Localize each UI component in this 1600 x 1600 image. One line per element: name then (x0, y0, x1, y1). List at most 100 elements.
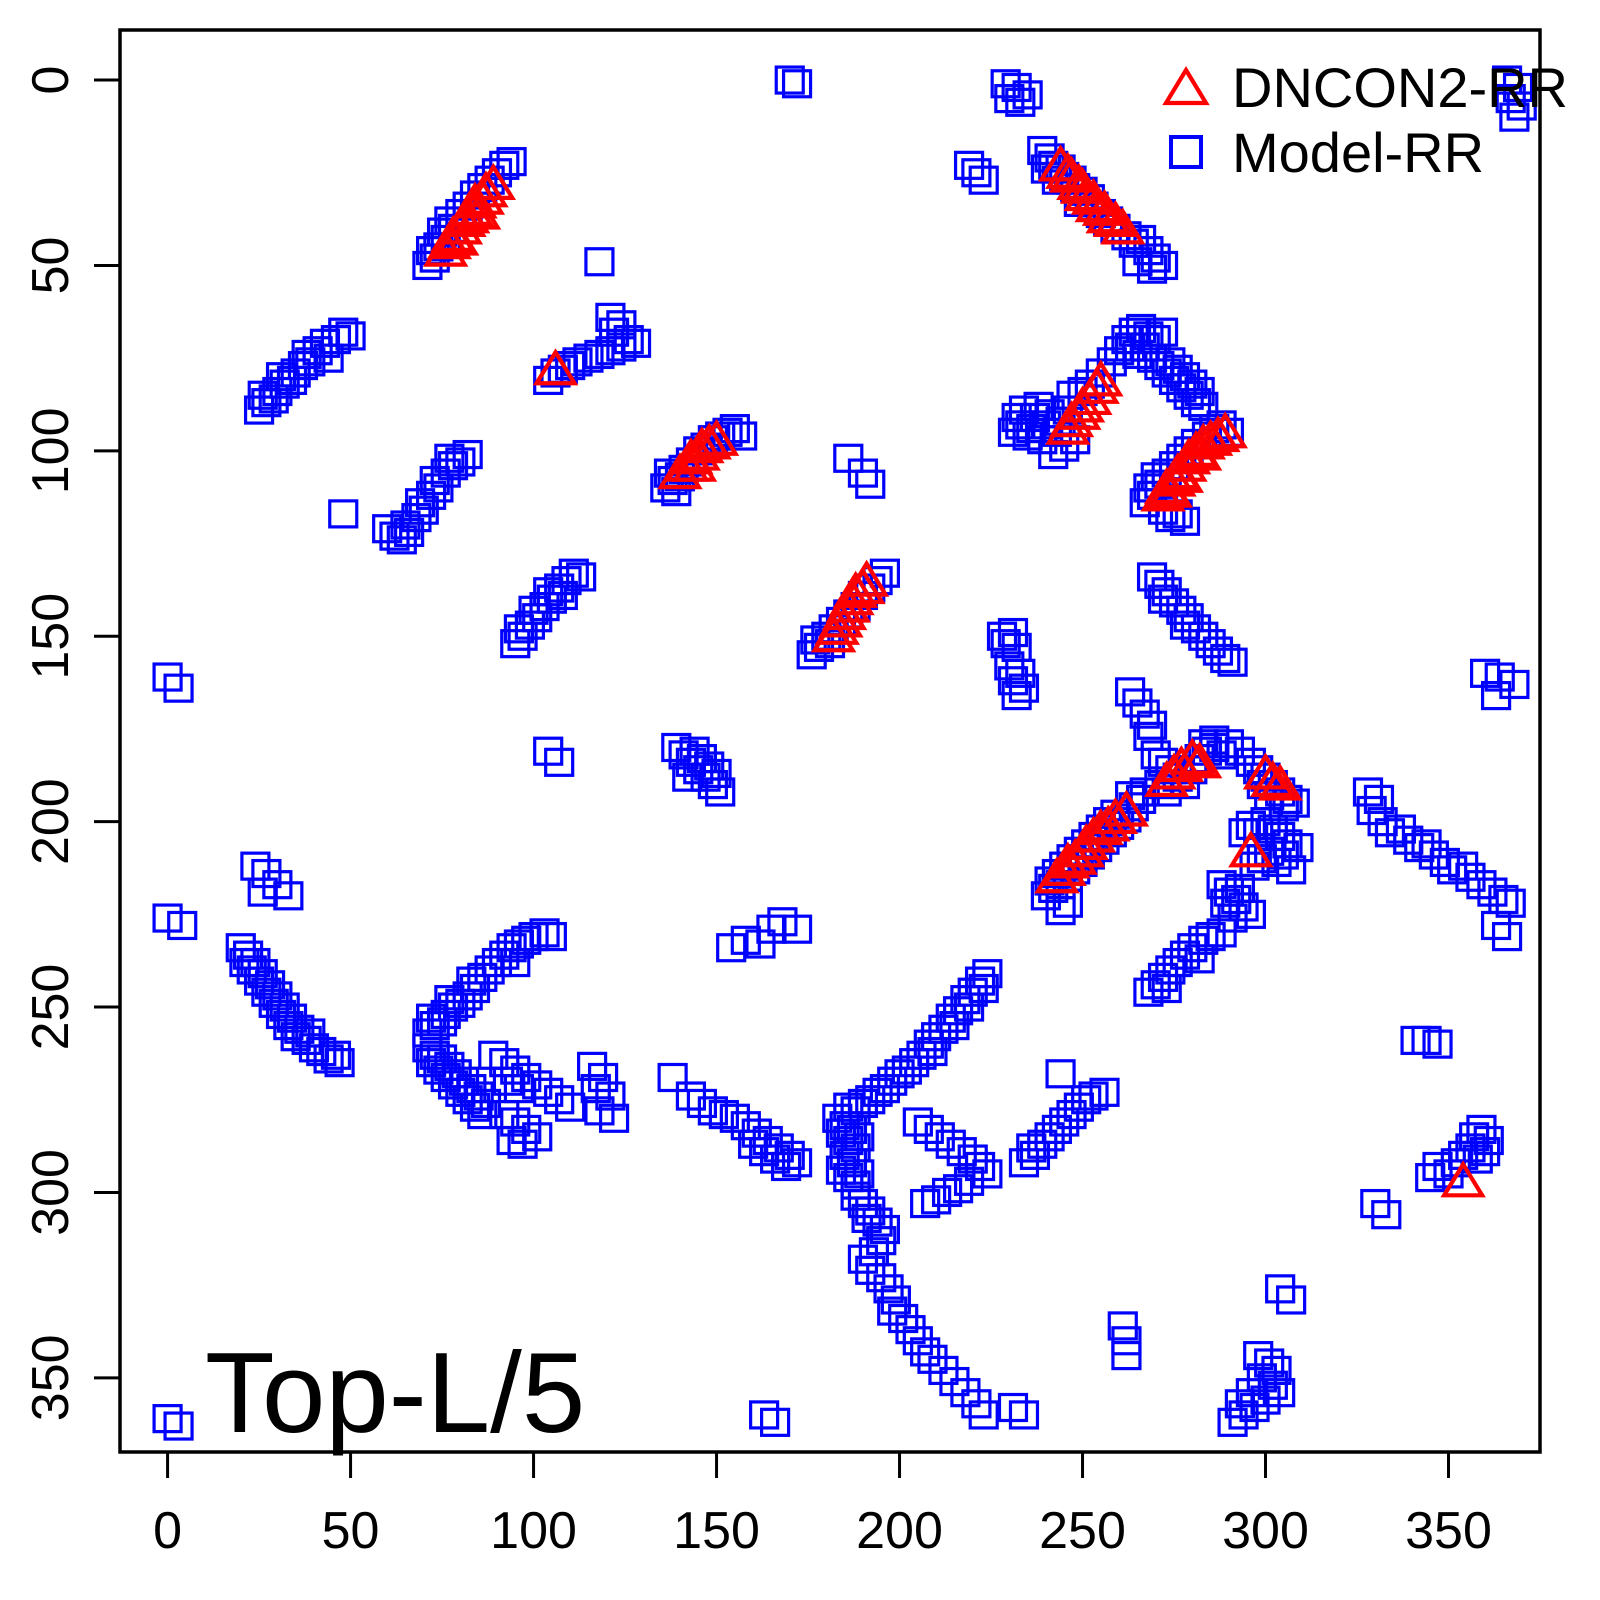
legend-square-icon (1169, 135, 1203, 169)
model-rr-point (573, 343, 604, 373)
model-rr-point (247, 877, 278, 907)
model-rr-point (500, 947, 531, 978)
model-rr-point (942, 1174, 974, 1204)
model-rr-point (1491, 921, 1523, 952)
model-rr-point (913, 1114, 944, 1145)
model-rr-point (749, 1137, 780, 1167)
model-rr-point (467, 1099, 498, 1130)
dncon2-rr-point (1100, 207, 1146, 245)
model-rr-point (1213, 729, 1245, 759)
model-rr-point (584, 247, 615, 277)
model-rr-point (928, 1355, 959, 1386)
dncon2-rr-point (1440, 1160, 1486, 1198)
model-rr-point (522, 1070, 553, 1100)
model-rr-point (489, 150, 520, 180)
model-rr-point (1499, 669, 1530, 700)
model-rr-point (152, 1404, 183, 1434)
model-rr-point (587, 1062, 619, 1093)
dncon2-rr-point (1195, 415, 1241, 453)
model-rr-point (1374, 818, 1406, 848)
model-rr-point (1180, 388, 1212, 418)
model-rr-point (1224, 736, 1255, 766)
plot-border (118, 28, 1542, 1454)
model-rr-point (1352, 777, 1384, 807)
model-rr-point (1393, 825, 1424, 855)
model-rr-point (1455, 862, 1486, 892)
dncon2-rr-point (686, 422, 732, 460)
model-rr-point (1136, 254, 1168, 284)
model-rr-point (1177, 933, 1208, 963)
model-rr-point (774, 65, 805, 95)
legend-label-model: Model-RR (1232, 121, 1484, 184)
model-rr-point (1001, 680, 1032, 711)
dncon2-rr-point (452, 181, 498, 219)
model-rr-point (1499, 102, 1530, 132)
model-rr-point (1506, 91, 1537, 121)
model-rr-point (770, 1151, 802, 1182)
model-rr-point (324, 1048, 355, 1078)
model-rr-point (558, 558, 589, 588)
model-rr-point (675, 1081, 707, 1111)
model-rr-point (946, 1137, 977, 1167)
corner-annotation: Top-L/5 (205, 1330, 585, 1457)
model-rr-point (529, 918, 560, 948)
model-rr-point (1415, 1163, 1446, 1193)
dncon2-rr-point (671, 444, 718, 482)
model-rr-point (781, 1148, 813, 1178)
model-rr-point (781, 914, 813, 944)
model-rr-point (163, 673, 194, 703)
model-rr-point (1480, 680, 1512, 711)
model-rr-point (1217, 1407, 1248, 1437)
model-rr-point (251, 858, 282, 889)
model-rr-point (152, 662, 183, 692)
model-rr-point (1151, 973, 1182, 1004)
x-axis-tick-label: 350 (1405, 1502, 1492, 1560)
model-rr-point (496, 1125, 527, 1156)
model-rr-point (708, 1099, 739, 1130)
y-axis-tick-label: 350 (22, 1334, 80, 1421)
dncon2-rr-point (455, 192, 502, 230)
model-rr-point (1246, 1363, 1277, 1393)
dncon2-rr-point (1070, 815, 1117, 853)
model-rr-point (295, 1018, 326, 1048)
model-rr-point (328, 499, 359, 529)
model-rr-point (562, 347, 593, 377)
model-rr-point (1367, 807, 1398, 837)
model-rr-point (1008, 673, 1040, 703)
model-rr-point (1243, 1340, 1274, 1371)
x-axis-tick-label: 150 (673, 1502, 760, 1560)
model-rr-point (434, 443, 465, 473)
dncon2-rr-point (843, 559, 890, 597)
model-rr-point (961, 1389, 992, 1419)
x-axis-tick-label: 100 (490, 1502, 577, 1560)
model-rr-point (1078, 1081, 1109, 1111)
model-rr-point (997, 617, 1029, 648)
dncon2-rr-point (1158, 455, 1205, 493)
model-rr-point (836, 1148, 868, 1178)
model-rr-point (1276, 855, 1307, 885)
model-rr-point (1008, 1148, 1040, 1178)
model-rr-point (547, 580, 578, 611)
model-rr-point (598, 1103, 630, 1133)
model-rr-point (950, 1378, 981, 1408)
model-rr-point (470, 1088, 502, 1119)
model-rr-point (1480, 910, 1512, 941)
model-rr-point (781, 69, 813, 99)
model-rr-point (997, 1392, 1029, 1423)
model-rr-point (1111, 1326, 1142, 1356)
model-rr-point (756, 914, 787, 944)
model-rr-point (1276, 1285, 1307, 1315)
dncon2-rr-series (422, 144, 1486, 1198)
model-rr-point (844, 1159, 875, 1189)
model-rr-point (917, 1036, 948, 1067)
dncon2-rr-point (1257, 763, 1303, 801)
model-rr-point (1228, 892, 1259, 922)
model-rr-point (1169, 610, 1201, 640)
dncon2-rr-point (1059, 385, 1106, 423)
dncon2-rr-point (1078, 808, 1124, 846)
model-rr-point (544, 747, 575, 777)
model-rr-point (577, 1051, 608, 1081)
model-rr-point (1283, 833, 1314, 863)
